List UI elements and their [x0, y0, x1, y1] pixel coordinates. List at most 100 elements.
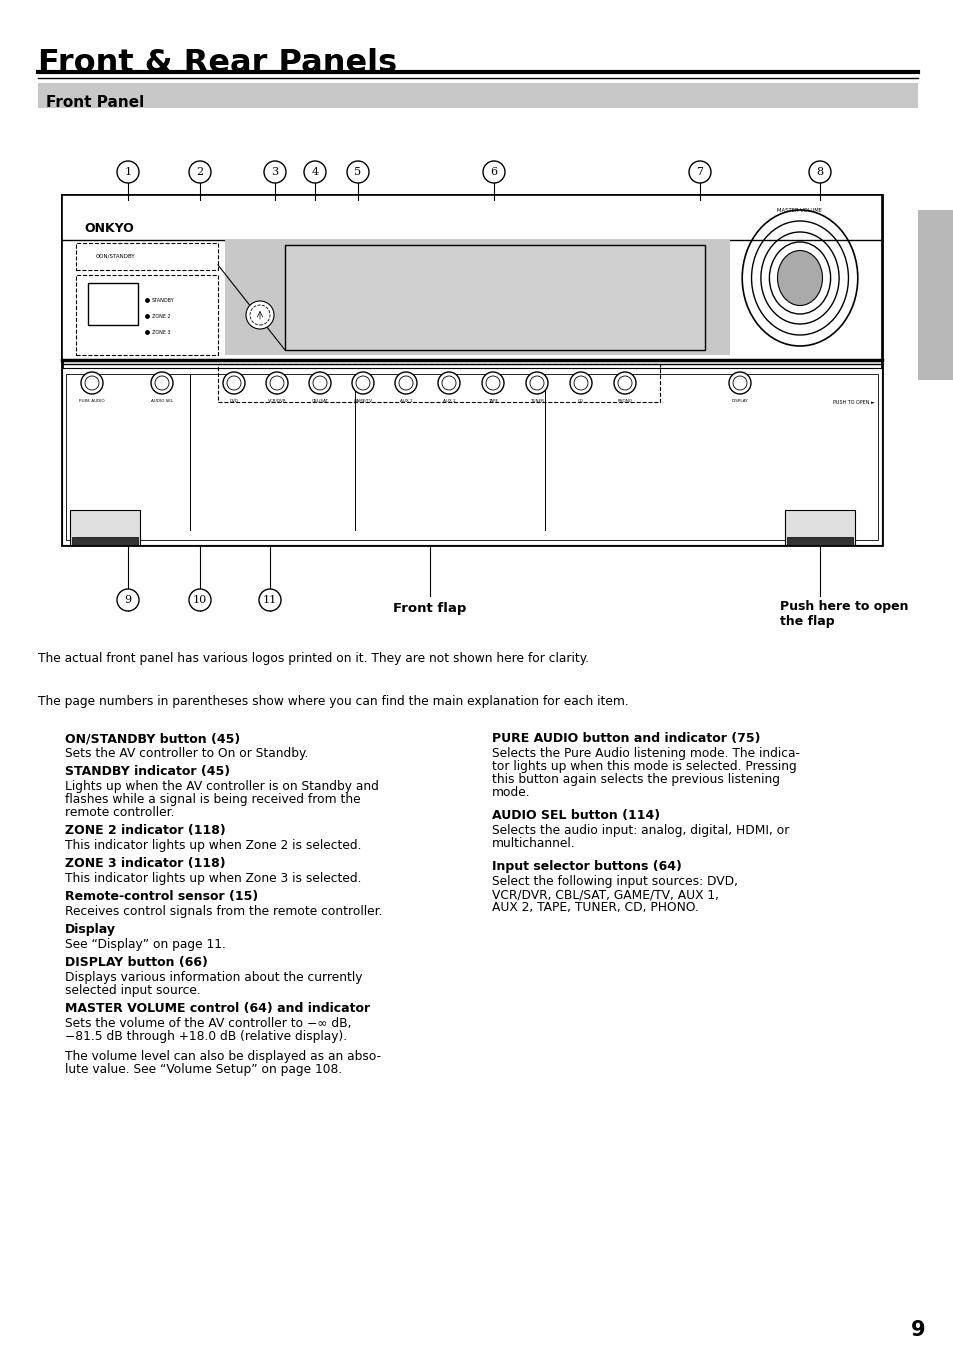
Circle shape	[189, 589, 211, 611]
Circle shape	[732, 376, 746, 390]
Circle shape	[530, 376, 543, 390]
Bar	[71, 537, 138, 545]
Text: 6: 6	[490, 167, 497, 177]
Text: Front & Rear Panels: Front & Rear Panels	[38, 49, 396, 80]
Circle shape	[808, 160, 830, 183]
Circle shape	[437, 372, 459, 394]
Text: The page numbers in parentheses show where you can find the main explanation for: The page numbers in parentheses show whe…	[38, 696, 628, 708]
Circle shape	[347, 160, 369, 183]
Bar	[62, 195, 882, 545]
Bar	[62, 195, 882, 360]
Text: Receives control signals from the remote controller.: Receives control signals from the remote…	[65, 905, 382, 918]
Text: AUDIO SEL: AUDIO SEL	[151, 399, 172, 403]
Text: 8: 8	[816, 167, 822, 177]
Circle shape	[352, 372, 374, 394]
Text: Selects the audio input: analog, digital, HDMI, or: Selects the audio input: analog, digital…	[492, 824, 788, 837]
Text: Sets the AV controller to On or Standby.: Sets the AV controller to On or Standby.	[65, 747, 308, 760]
Circle shape	[313, 376, 327, 390]
Circle shape	[270, 376, 284, 390]
Bar	[917, 210, 953, 380]
Text: This indicator lights up when Zone 3 is selected.: This indicator lights up when Zone 3 is …	[65, 872, 361, 886]
Circle shape	[569, 372, 592, 394]
Text: MASTER VOLUME: MASTER VOLUME	[777, 208, 821, 213]
Circle shape	[309, 372, 331, 394]
Text: Front flap: Front flap	[393, 603, 466, 615]
Bar	[285, 245, 704, 350]
Text: Lights up when the AV controller is on Standby and: Lights up when the AV controller is on S…	[65, 780, 378, 793]
Circle shape	[81, 372, 103, 394]
Text: ZONE 2: ZONE 2	[152, 314, 171, 319]
Circle shape	[223, 372, 245, 394]
Text: Select the following input sources: DVD,: Select the following input sources: DVD,	[492, 875, 738, 888]
Circle shape	[85, 376, 99, 390]
Circle shape	[117, 160, 139, 183]
Circle shape	[154, 376, 169, 390]
Circle shape	[264, 160, 286, 183]
Text: PHONO: PHONO	[617, 399, 632, 403]
Bar	[76, 275, 218, 355]
Bar	[62, 368, 882, 545]
Text: PUSH TO OPEN ►: PUSH TO OPEN ►	[832, 400, 874, 404]
Text: 5: 5	[355, 167, 361, 177]
Text: Push here to open
the flap: Push here to open the flap	[780, 600, 907, 628]
Circle shape	[441, 376, 456, 390]
Circle shape	[728, 372, 750, 394]
Bar	[784, 510, 854, 545]
Circle shape	[481, 372, 503, 394]
Circle shape	[395, 372, 416, 394]
Text: tor lights up when this mode is selected. Pressing: tor lights up when this mode is selected…	[492, 760, 796, 772]
Bar	[70, 510, 140, 545]
Bar	[38, 84, 917, 108]
Text: VCR/DVR, CBL/SAT, GAME/TV, AUX 1,: VCR/DVR, CBL/SAT, GAME/TV, AUX 1,	[492, 888, 719, 900]
Text: AUX 2, TAPE, TUNER, CD, PHONO.: AUX 2, TAPE, TUNER, CD, PHONO.	[492, 900, 699, 914]
Text: The actual front panel has various logos printed on it. They are not shown here : The actual front panel has various logos…	[38, 652, 589, 665]
Text: ZONE 2 indicator (118): ZONE 2 indicator (118)	[65, 824, 226, 837]
Text: ON/STANDBY button (45): ON/STANDBY button (45)	[65, 732, 240, 745]
Text: This indicator lights up when Zone 2 is selected.: This indicator lights up when Zone 2 is …	[65, 838, 361, 852]
Text: PURE AUDIO: PURE AUDIO	[79, 399, 105, 403]
Text: 7: 7	[696, 167, 702, 177]
Text: Display: Display	[65, 923, 116, 936]
Text: mode.: mode.	[492, 786, 530, 799]
Circle shape	[258, 589, 281, 611]
Bar	[88, 283, 138, 325]
Text: Displays various information about the currently: Displays various information about the c…	[65, 971, 362, 984]
Text: Remote-control sensor (15): Remote-control sensor (15)	[65, 890, 258, 903]
Text: ʘON/STANDBY: ʘON/STANDBY	[96, 253, 135, 257]
Circle shape	[355, 376, 370, 390]
Circle shape	[618, 376, 631, 390]
Text: 2: 2	[196, 167, 203, 177]
Text: 9: 9	[124, 594, 132, 605]
Text: 11: 11	[263, 594, 276, 605]
Circle shape	[151, 372, 172, 394]
Text: 10: 10	[193, 594, 207, 605]
Text: 4: 4	[311, 167, 318, 177]
Text: Front Panel: Front Panel	[46, 94, 144, 111]
Text: DISPLAY button (66): DISPLAY button (66)	[65, 956, 208, 969]
Text: Sets the volume of the AV controller to −∞ dB,: Sets the volume of the AV controller to …	[65, 1016, 351, 1030]
Text: Selects the Pure Audio listening mode. The indica-: Selects the Pure Audio listening mode. T…	[492, 747, 800, 760]
Text: AUX 1: AUX 1	[399, 399, 412, 403]
Text: selected input source.: selected input source.	[65, 984, 200, 998]
Bar	[218, 364, 659, 402]
Text: ONKYO: ONKYO	[84, 222, 133, 235]
Text: ZONE 3 indicator (118): ZONE 3 indicator (118)	[65, 857, 226, 869]
Circle shape	[688, 160, 710, 183]
Bar	[76, 243, 218, 270]
Text: CBL/SAT: CBL/SAT	[311, 399, 328, 403]
Text: CD: CD	[578, 399, 583, 403]
Bar	[66, 373, 877, 541]
Text: Input selector buttons (64): Input selector buttons (64)	[492, 860, 681, 874]
Text: STANDBY indicator (45): STANDBY indicator (45)	[65, 766, 230, 778]
Text: TUNER: TUNER	[530, 399, 543, 403]
Text: AUX 2: AUX 2	[442, 399, 455, 403]
Text: The volume level can also be displayed as an abso-: The volume level can also be displayed a…	[65, 1050, 381, 1064]
Text: VCR/DVR: VCR/DVR	[268, 399, 286, 403]
Text: MASTER VOLUME control (64) and indicator: MASTER VOLUME control (64) and indicator	[65, 1002, 370, 1015]
Text: TAPE: TAPE	[487, 399, 497, 403]
Ellipse shape	[777, 251, 821, 306]
Circle shape	[304, 160, 326, 183]
Circle shape	[614, 372, 636, 394]
Text: AUDIO SEL button (114): AUDIO SEL button (114)	[492, 809, 659, 822]
Bar	[786, 537, 852, 545]
